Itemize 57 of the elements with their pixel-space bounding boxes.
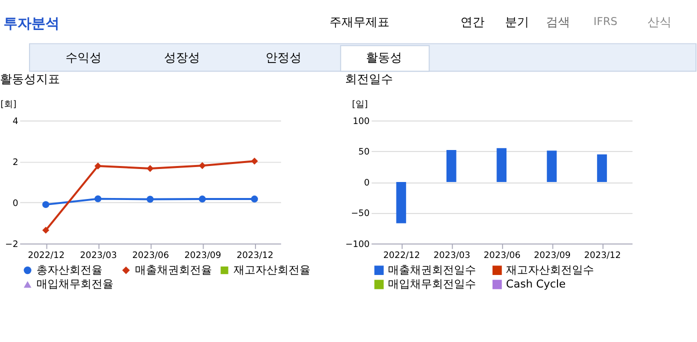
text: 수익성 <box>66 50 102 64</box>
y-axis-title: [일] <box>352 100 368 110</box>
point <box>42 201 50 208</box>
point <box>146 196 154 203</box>
text: 연간 <box>460 14 485 29</box>
y-tick-label: 4 <box>12 116 19 127</box>
y-tick-label: 100 <box>352 116 370 127</box>
x-tick-label: 2023/06 <box>484 250 521 261</box>
x-tick-label: 2023/03 <box>80 250 117 261</box>
text: IFRS <box>594 14 618 28</box>
bar <box>496 148 507 182</box>
x-tick-label: 2022/12 <box>28 250 65 261</box>
bar <box>597 154 607 182</box>
point <box>146 164 154 172</box>
x-tick-label: 2022/12 <box>383 250 420 261</box>
y-axis-title: [회] <box>0 100 16 110</box>
x-tick-label: 2023/06 <box>132 250 170 261</box>
legend-label: 매출채권회전율 <box>134 263 212 276</box>
text: 성장성 <box>164 50 200 64</box>
chart-title: 회전일수 <box>344 72 393 86</box>
x-tick-label: 2023/09 <box>534 250 572 261</box>
x-tick-label: 2023/12 <box>236 250 274 261</box>
y-tick-label: 0 <box>364 178 370 188</box>
point <box>198 162 206 170</box>
bar <box>396 182 406 224</box>
point <box>94 162 102 170</box>
y-tick-label: −2 <box>5 240 18 250</box>
legend-label: 매입채무회전율 <box>36 277 114 290</box>
text: 주재무제표 <box>329 14 390 29</box>
x-tick-label: 2023/12 <box>584 250 621 261</box>
chart-title: 활동성지표 <box>0 72 60 86</box>
legend-label: 재고자산회전율 <box>233 263 310 276</box>
y-tick-label: −50 <box>350 209 370 220</box>
text: 활동성 <box>366 50 402 64</box>
x-tick-label: 2023/03 <box>433 250 470 261</box>
legend-label: 총자산회전율 <box>36 263 102 276</box>
point <box>94 195 102 202</box>
legend-label: 매출채권회전일수 <box>388 263 476 276</box>
y-tick-label: −100 <box>345 240 370 250</box>
legend-label: Cash Cycle <box>506 277 566 290</box>
point <box>251 196 258 202</box>
legend-label: 매입채무회전일수 <box>388 277 476 290</box>
x-tick-label: 2023/09 <box>184 250 222 261</box>
y-tick-label: 2 <box>12 158 18 168</box>
point <box>42 226 50 234</box>
bar <box>446 150 456 182</box>
text: 검색 <box>546 14 570 29</box>
point <box>198 196 206 202</box>
point <box>251 158 258 165</box>
text: 산식 <box>648 14 672 29</box>
text: 안정성 <box>266 50 302 64</box>
y-tick-label: 50 <box>358 148 370 158</box>
y-tick-label: 0 <box>12 198 19 209</box>
legend-label: 재고자산회전일수 <box>506 263 594 276</box>
text: 투자분석 <box>4 16 60 32</box>
bar <box>546 150 557 182</box>
text: 분기 <box>504 14 529 29</box>
